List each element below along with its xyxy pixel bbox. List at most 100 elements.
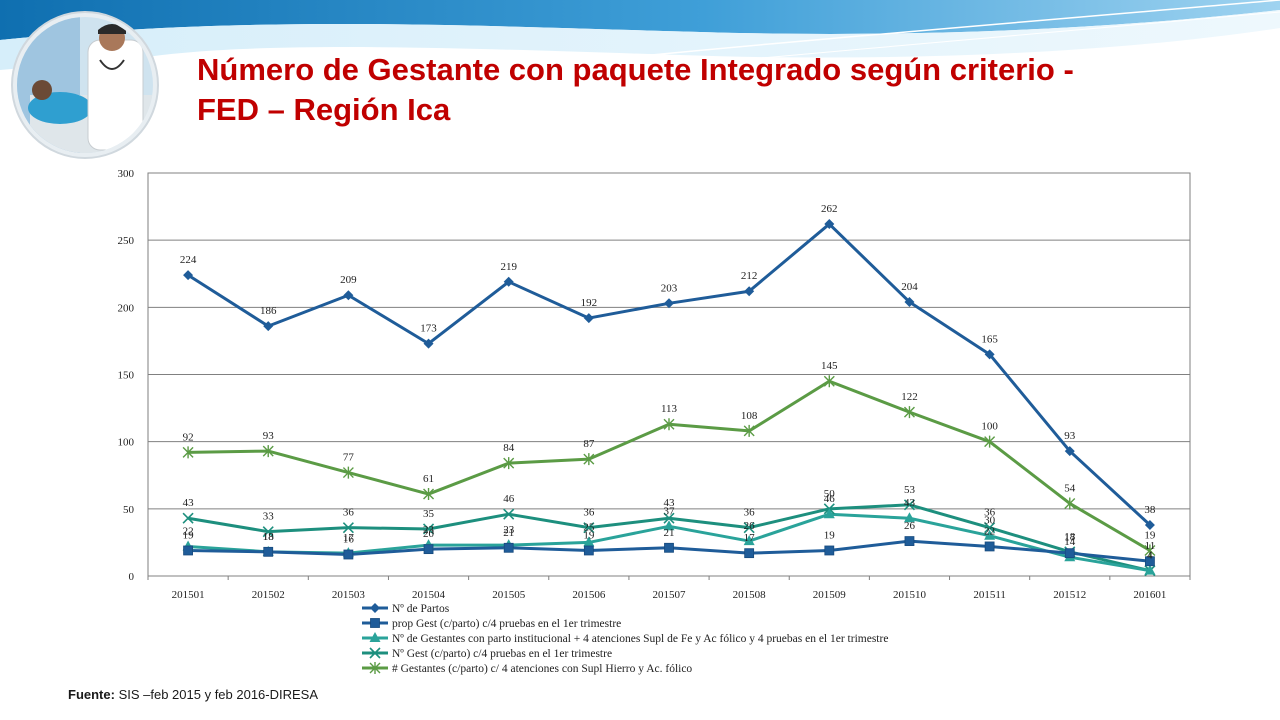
data-label-s4: 4: [1147, 550, 1153, 562]
data-label-s4: 36: [744, 507, 756, 519]
data-label-s1: 209: [340, 274, 357, 286]
data-point-s2: [904, 536, 915, 546]
data-label-s5: 87: [583, 438, 595, 450]
data-label-s5: 113: [661, 403, 678, 415]
data-label-s5: 108: [741, 410, 758, 422]
x-tick-label: 201506: [572, 589, 606, 601]
data-label-s4: 35: [423, 508, 435, 520]
data-label-s1: 186: [260, 305, 277, 317]
data-point-s4: [743, 522, 755, 534]
data-label-s5: 84: [503, 442, 515, 454]
data-label-s3: 22: [183, 525, 194, 537]
data-label-s5: 19: [1144, 529, 1156, 541]
data-point-s4: [984, 522, 996, 534]
data-point-s2: [423, 544, 434, 555]
data-label-s4: 43: [183, 497, 195, 509]
data-point-s2: [263, 546, 274, 557]
data-point-s3: [663, 520, 675, 531]
data-point-s1: [744, 286, 755, 297]
data-label-s1: 203: [661, 282, 678, 294]
x-tick-label: 201501: [172, 589, 205, 601]
legend-label: prop Gest (c/parto) c/4 pruebas en el 1e…: [392, 618, 621, 630]
x-tick-label: 201512: [1053, 589, 1086, 601]
data-point-s5: [583, 453, 595, 466]
data-point-s1: [263, 321, 274, 332]
data-point-s5: [262, 445, 274, 458]
data-point-s5: [503, 457, 515, 470]
data-point-s5: [1144, 544, 1156, 557]
data-label-s5: 122: [901, 391, 918, 403]
data-point-s3: [984, 529, 996, 540]
data-label-s2: 21: [664, 527, 675, 539]
page-title: Número de Gestante con paquete Integrado…: [197, 50, 1237, 130]
data-point-s4: [583, 522, 595, 534]
title-line-2: FED – Región Ica: [197, 92, 451, 127]
data-label-s4: 53: [904, 484, 916, 496]
legend-label: Nº de Gestantes con parto institucional …: [392, 633, 888, 645]
doctor-patient-photo: [11, 11, 159, 159]
data-point-s4: [262, 526, 274, 538]
y-tick-label: 150: [118, 370, 135, 382]
data-label-s4: 36: [343, 507, 355, 519]
data-label-s4: 46: [503, 493, 515, 505]
data-point-s1: [503, 276, 514, 287]
data-point-s5: [663, 418, 675, 431]
y-tick-label: 100: [118, 437, 135, 449]
x-tick-label: 201505: [492, 589, 526, 601]
data-label-s3: 37: [664, 505, 676, 517]
title-line-1: Número de Gestante con paquete Integrado…: [197, 52, 1074, 87]
data-label-s2: 16: [343, 534, 355, 546]
data-point-s5: [342, 466, 354, 479]
data-point-s2: [744, 548, 755, 559]
data-label-s3: 17: [343, 532, 355, 544]
x-tick-label: 201508: [733, 589, 767, 601]
legend-marker: [370, 603, 380, 613]
data-label-s3: 23: [503, 524, 515, 536]
data-label-s1: 165: [981, 333, 998, 345]
legend-marker: [369, 647, 381, 659]
data-point-s1: [583, 313, 594, 324]
data-label-s2: 19: [183, 529, 195, 541]
data-label-s1: 192: [581, 297, 598, 309]
data-point-s2: [824, 545, 835, 556]
data-label-s2: 21: [503, 527, 514, 539]
legend-label: # Gestantes (c/parto) c/ 4 atenciones co…: [392, 663, 692, 675]
y-tick-label: 0: [129, 571, 135, 583]
data-point-s5: [182, 446, 194, 459]
data-point-s5: [823, 375, 835, 388]
data-label-s3: 14: [1064, 536, 1076, 548]
data-label-s2: 11: [1145, 540, 1156, 552]
data-point-s4: [503, 508, 515, 520]
source-text: SIS –feb 2015 y feb 2016-DIRESA: [114, 687, 319, 702]
data-point-s3: [903, 512, 915, 523]
data-label-s4: 18: [1064, 531, 1076, 543]
data-point-s4: [342, 522, 354, 534]
x-tick-label: 201502: [252, 589, 285, 601]
y-tick-label: 300: [118, 168, 135, 180]
x-tick-label: 201507: [653, 589, 687, 601]
data-point-s2: [1064, 548, 1075, 559]
wave-line-2: [649, 11, 1280, 69]
data-label-s5: 92: [183, 431, 194, 443]
x-tick-label: 201504: [412, 589, 446, 601]
data-point-s1: [984, 349, 995, 360]
data-point-s4: [903, 499, 916, 511]
data-point-s1: [183, 270, 194, 281]
data-label-s1: 262: [821, 203, 838, 215]
data-label-s4: 50: [824, 488, 836, 500]
data-label-s2: 17: [1064, 532, 1076, 544]
data-point-s2: [343, 549, 354, 560]
data-point-s1: [904, 296, 915, 307]
data-point-s3: [1144, 564, 1156, 575]
data-label-s3: 23: [423, 524, 435, 536]
data-label-s3: 26: [744, 520, 756, 532]
data-label-s2: 18: [263, 531, 275, 543]
data-point-s5: [1064, 497, 1076, 510]
data-label-s5: 77: [343, 452, 355, 464]
wave-line-1: [599, 0, 1280, 61]
data-point-s5: [903, 406, 915, 419]
y-tick-label: 50: [123, 504, 135, 516]
data-point-s2: [583, 545, 594, 556]
data-label-s5: 93: [263, 430, 275, 442]
